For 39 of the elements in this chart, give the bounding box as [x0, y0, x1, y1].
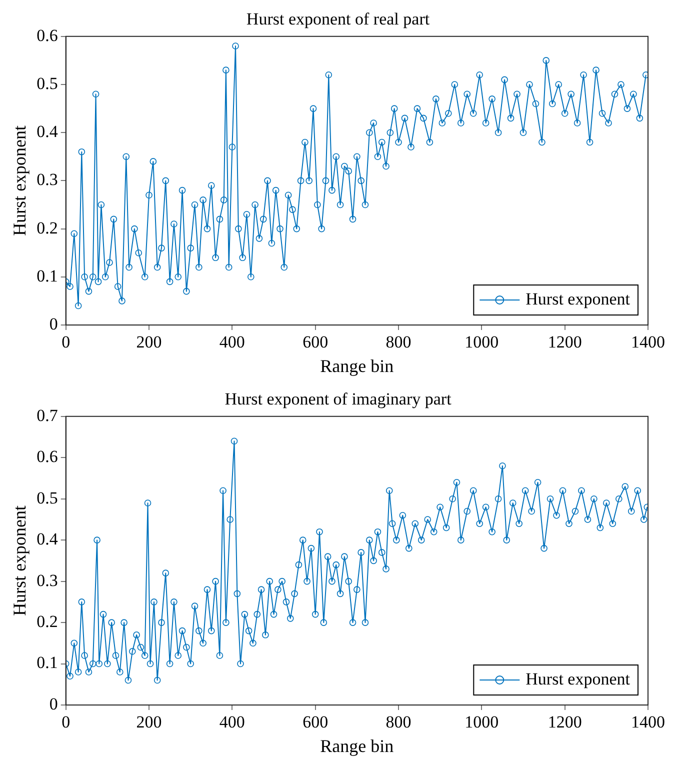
x-tick-label: 1400 [631, 332, 665, 352]
y-axis-title: Hurst exponent [10, 505, 30, 616]
y-tick-label: 0.2 [36, 612, 58, 632]
chart-title: Hurst exponent of real part [246, 10, 430, 29]
x-axis-title: Range bin [320, 356, 394, 376]
x-tick-label: 1200 [548, 712, 582, 732]
y-tick-label: 0.3 [36, 570, 58, 590]
y-tick-label: 0.2 [36, 218, 58, 238]
y-tick-label: 0.4 [36, 530, 58, 549]
x-tick-label: 0 [62, 332, 70, 352]
y-tick-label: 0.1 [36, 266, 58, 286]
x-tick-label: 400 [219, 712, 245, 732]
x-tick-label: 800 [386, 712, 412, 732]
x-tick-label: 400 [219, 332, 245, 352]
x-tick-label: 1200 [548, 332, 582, 352]
y-tick-label: 0 [49, 694, 58, 714]
y-tick-label: 0.7 [36, 406, 58, 425]
y-tick-label: 0.5 [36, 74, 58, 93]
x-axis-title: Range bin [320, 736, 394, 756]
y-tick-label: 0.6 [36, 447, 58, 466]
x-tick-label: 200 [136, 712, 162, 732]
chart-title: Hurst exponent of imaginary part [224, 390, 452, 409]
y-tick-label: 0.4 [36, 122, 58, 142]
legend-label: Hurst exponent [526, 669, 630, 688]
y-axis-title: Hurst exponent [10, 125, 30, 236]
x-tick-label: 600 [302, 332, 328, 352]
x-tick-label: 1400 [631, 712, 665, 732]
x-tick-label: 1000 [464, 712, 499, 732]
x-tick-label: 800 [386, 332, 412, 352]
x-tick-label: 0 [62, 712, 70, 732]
legend-label: Hurst exponent [526, 289, 630, 308]
x-tick-label: 200 [136, 332, 162, 352]
x-tick-label: 1000 [464, 332, 499, 352]
y-tick-label: 0.6 [36, 26, 58, 45]
y-tick-label: 0.3 [36, 170, 58, 190]
y-tick-label: 0.1 [36, 653, 58, 672]
x-tick-label: 600 [302, 712, 328, 732]
y-tick-label: 0 [49, 314, 58, 334]
y-tick-label: 0.5 [36, 488, 58, 508]
